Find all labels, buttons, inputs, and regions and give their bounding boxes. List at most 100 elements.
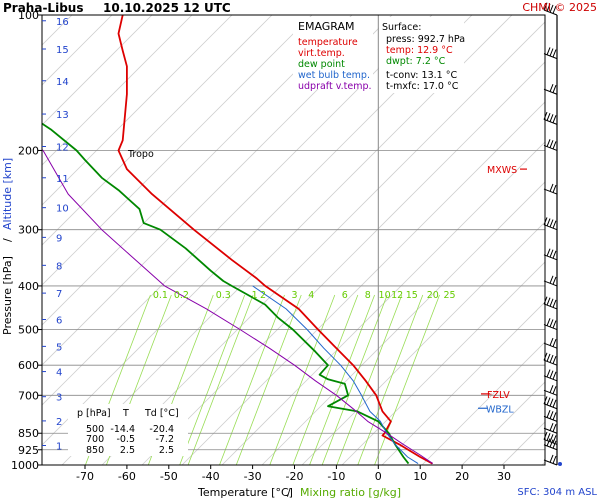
dry-adiabat: [301, 221, 545, 465]
surface-dwpt: dwpt: 7.2 °C: [386, 56, 446, 67]
wind-barb: [543, 111, 558, 125]
wind-barb: [543, 396, 558, 410]
mixing-ratio-label: 0.2: [174, 290, 189, 301]
mixing-ratio-label: 10: [379, 290, 391, 301]
dry-adiabat: [381, 301, 545, 465]
dry-adiabat: [42, 15, 193, 166]
wind-barb-feather: [552, 386, 557, 394]
wind-barb: [543, 217, 558, 231]
x-tick-label: 20: [455, 470, 469, 483]
dry-adiabat: [42, 15, 353, 326]
wind-barb-feather: [552, 5, 557, 14]
table-header-t: T: [122, 408, 129, 419]
legend-title: EMAGRAM: [298, 20, 355, 33]
wind-barb: [543, 139, 558, 151]
wind-barb: [543, 318, 558, 331]
wind-barb-staff: [543, 375, 558, 382]
wind-barb-feather: [543, 296, 548, 305]
surface-tmxfc: t-mxfc: 17.0 °C: [386, 81, 459, 92]
mixing-ratio-line: [321, 294, 388, 465]
wind-barb-feather: [552, 371, 557, 380]
wind-barb: [543, 275, 558, 287]
dry-adiabat: [221, 141, 545, 465]
altitude-label: 6: [56, 316, 62, 327]
wind-barb: [543, 248, 558, 261]
wind-barb-feather: [546, 410, 551, 418]
wind-barb-feather: [552, 399, 557, 408]
series-udpraft-v-temp-: [42, 148, 434, 465]
wind-barb-staff: [543, 224, 558, 231]
wind-barb-staff: [543, 427, 558, 434]
wind-barb-feather: [552, 355, 557, 364]
surface-title: Surface:: [382, 22, 421, 33]
wind-barb-feather: [546, 3, 551, 12]
table-header-p: p [hPa]: [77, 408, 111, 419]
altitude-label: 9: [56, 233, 62, 244]
wind-barb-feather: [552, 412, 557, 421]
wind-barb-feather: [552, 184, 557, 193]
altitude-label: 16: [56, 17, 69, 28]
x-axis-title: Temperature [°C]: [197, 486, 293, 499]
wind-barb: [543, 385, 558, 396]
x-axis-separator: /: [287, 486, 291, 499]
mixing-ratio-label: 3: [291, 290, 297, 301]
wind-barb: [543, 454, 558, 466]
mixing-ratio-label: 0.3: [216, 290, 231, 301]
legend-dew-point: dew point: [298, 59, 345, 70]
mixing-ratio-label: 12: [391, 290, 403, 301]
mixing-ratio-label: 2: [260, 290, 266, 301]
y-axis-title: Pressure [hPa]: [1, 256, 14, 335]
mixing-ratio-label: 15: [406, 290, 418, 301]
table-cell: -20.4: [149, 424, 174, 435]
legend-wet-bulb: wet bulb temp.: [298, 70, 370, 81]
fzlv-label: FZLV: [487, 390, 510, 401]
altitude-label: 5: [56, 342, 62, 353]
wind-barb-feather: [546, 112, 551, 121]
dry-adiabat: [42, 15, 313, 286]
wind-barb: [543, 296, 558, 310]
wind-barb-feather: [552, 299, 557, 308]
series-wet-bulb-temp-: [252, 285, 419, 465]
wind-barb: [543, 83, 558, 95]
legend-virt-temp: virt.temp.: [298, 48, 345, 59]
p-tick-label: 700: [18, 389, 39, 402]
wind-barb-feather: [546, 139, 551, 147]
wind-barb-feather: [549, 439, 554, 448]
altitude-label: 7: [56, 289, 62, 300]
wind-barb-staff: [543, 280, 558, 287]
wind-barb-staff: [543, 415, 558, 422]
wind-barb-feather: [552, 141, 557, 150]
altitude-label: 10: [56, 204, 69, 215]
table-header-td: Td [°C]: [144, 408, 179, 419]
wind-barb-staff: [543, 188, 558, 195]
wind-barb-staff: [543, 459, 558, 466]
wind-barb-staff: [543, 342, 558, 349]
dry-adiabat: [261, 181, 545, 465]
wind-barb: [543, 422, 558, 434]
mixing-ratio-line: [187, 294, 254, 465]
wind-barb-feather: [549, 219, 554, 228]
station-name: Praha-Libus: [3, 1, 83, 15]
x-tick-label: -10: [327, 470, 345, 483]
altitude-label: 1: [56, 441, 62, 452]
wind-barb-feather: [549, 434, 554, 442]
x-tick-label: 10: [413, 470, 427, 483]
wind-barb-staff: [543, 359, 558, 366]
wind-barb-feather: [549, 319, 554, 328]
wind-barb-feather: [549, 4, 554, 13]
wind-barb: [543, 183, 558, 195]
mixing-ratio-line: [309, 294, 375, 465]
mxws-label: MXWS: [487, 165, 517, 176]
wind-barb: [543, 431, 558, 445]
wind-barb-feather: [549, 140, 554, 149]
dry-adiabat: [582, 15, 600, 465]
table-cell: 500: [86, 424, 104, 435]
altitude-label: 13: [56, 110, 69, 121]
wind-barb-feather: [552, 424, 557, 432]
dry-adiabat: [541, 461, 545, 465]
wind-barb-feather: [552, 85, 557, 93]
dry-adiabat: [421, 341, 545, 465]
wind-barb-staff: [543, 254, 558, 261]
legend-updraft: udpraft v.temp.: [298, 81, 372, 92]
wind-barb: [543, 47, 558, 60]
